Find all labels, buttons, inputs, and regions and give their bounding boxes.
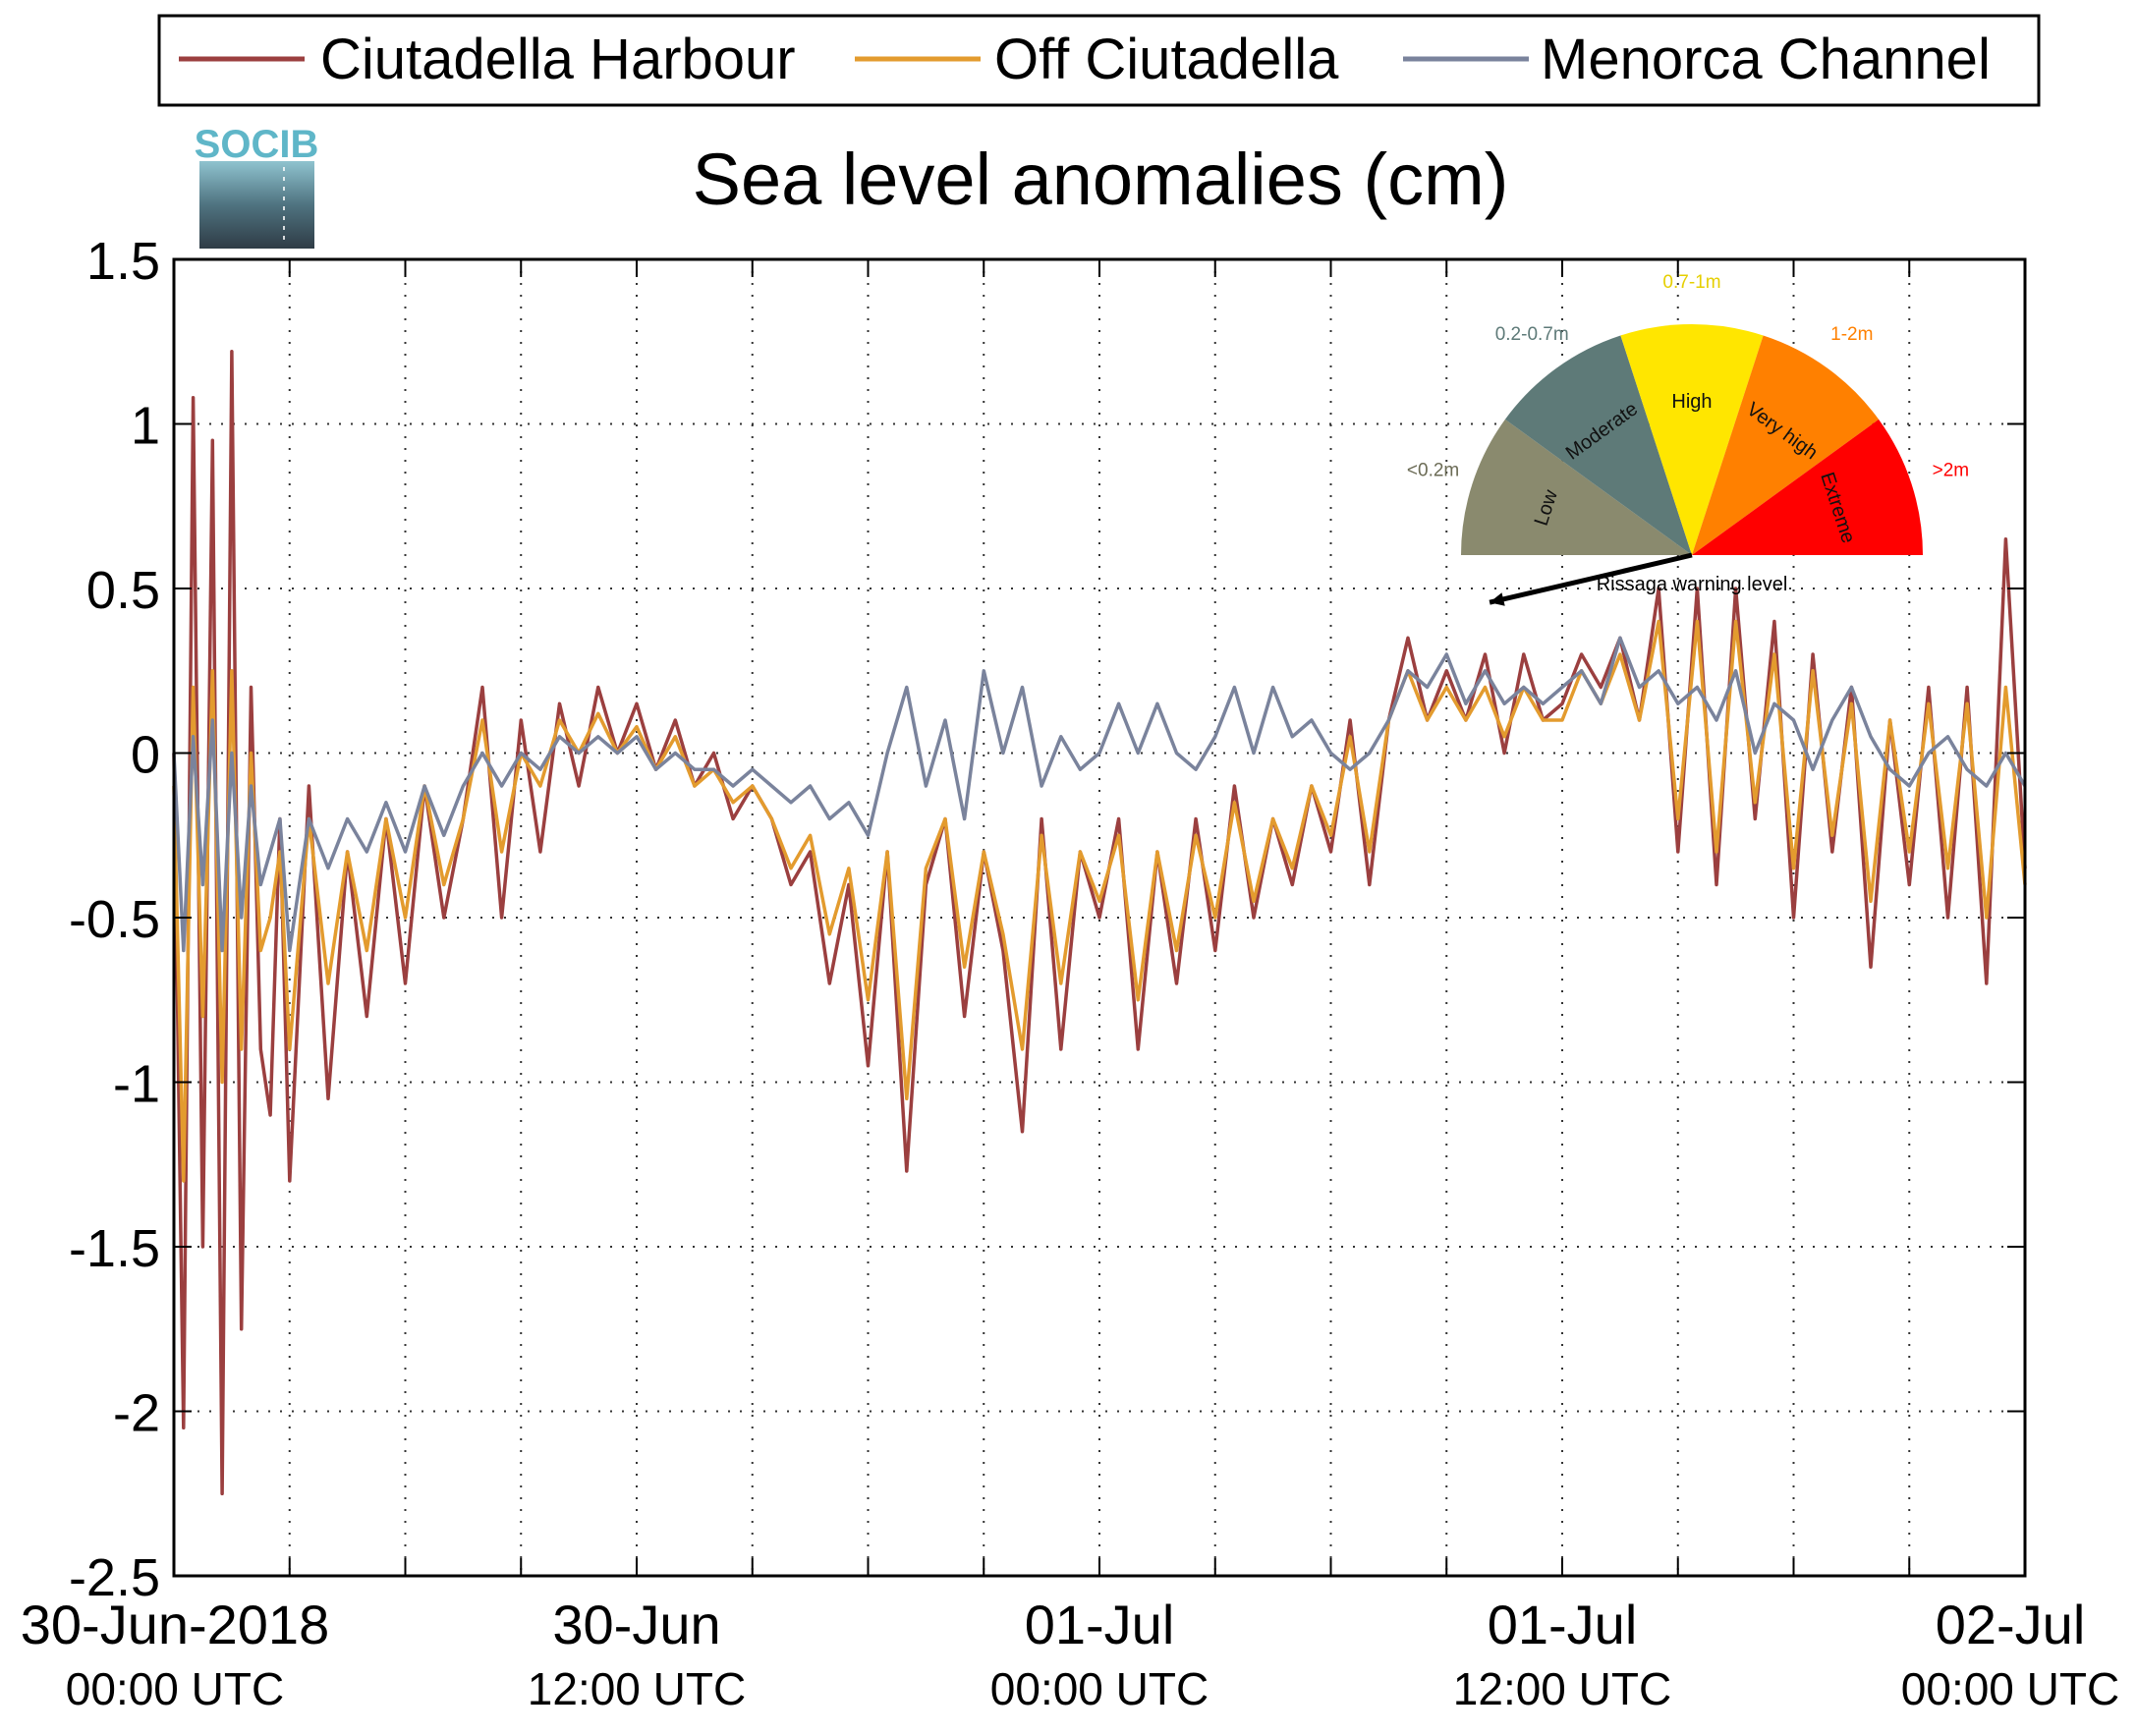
x-tick-sublabel: 00:00 UTC	[66, 1663, 284, 1714]
chart-title: Sea level anomalies (cm)	[693, 139, 1509, 220]
gauge-range-label: >2m	[1933, 460, 1970, 480]
gauge-segment-very-high	[1692, 335, 1880, 555]
gauge-range-label: 1-2m	[1830, 324, 1873, 345]
y-tick-label: -2.5	[69, 1548, 160, 1607]
x-tick-label: 01-Jul	[1025, 1594, 1175, 1655]
y-tick-label: -2	[113, 1384, 160, 1443]
gauge-needle-head	[1490, 592, 1505, 606]
series-line-menorca-channel	[172, 636, 2027, 953]
x-tick-sublabel: 12:00 UTC	[1453, 1663, 1671, 1714]
gauge-range-label: 0.7-1m	[1662, 272, 1720, 293]
x-tick-sublabel: 12:00 UTC	[528, 1663, 746, 1714]
legend-label-ciutadella-harbour: Ciutadella Harbour	[320, 28, 796, 91]
x-tick-label: 30-Jun	[552, 1594, 720, 1655]
logo-text: SOCIB	[195, 123, 319, 166]
y-tick-label: 0.5	[86, 561, 160, 620]
gauge-segment-label: High	[1671, 391, 1712, 413]
legend-label-menorca-channel: Menorca Channel	[1541, 28, 1991, 91]
x-tick-label: 30-Jun-2018	[21, 1594, 329, 1655]
plot-frame	[172, 257, 2027, 1578]
gauge-segment-extreme	[1692, 419, 1923, 555]
gauge-range-label: <0.2m	[1407, 460, 1459, 480]
y-tick-label: -0.5	[69, 890, 160, 949]
y-tick-label: 1.5	[86, 232, 160, 291]
series-layer	[172, 350, 2027, 1496]
gauge-needle	[1489, 552, 1693, 605]
y-tick-label: -1.5	[69, 1219, 160, 1278]
x-tick-sublabel: 00:00 UTC	[990, 1663, 1209, 1714]
gauge-segment-low	[1461, 419, 1692, 555]
x-tick-label: 01-Jul	[1488, 1594, 1638, 1655]
y-tick-label: 0	[131, 726, 160, 785]
grid	[174, 259, 2025, 1576]
gauge-caption: Rissaga warning level	[1597, 574, 1788, 595]
gauge-range-label: 0.2-0.7m	[1495, 324, 1569, 345]
ticks	[174, 258, 2025, 1577]
legend-label-off-ciutadella: Off Ciutadella	[994, 28, 1339, 91]
y-tick-label: -1	[113, 1055, 160, 1114]
x-tick-sublabel: 00:00 UTC	[1901, 1663, 2119, 1714]
gauge-segment-high	[1620, 324, 1764, 555]
socib-logo: SOCIB	[195, 123, 319, 249]
x-tick-labels: 30-Jun-2018 00:00 UTC 30-Jun 12:00 UTC 01-Ju…	[21, 1594, 2119, 1714]
series-line-off-ciutadella	[172, 619, 2027, 1183]
legend: Ciutadella Harbour Off Ciutadella Menorc…	[157, 14, 2041, 107]
y-tick-label: 1	[131, 397, 160, 456]
legend-box	[157, 14, 2041, 107]
gauge-segment-moderate	[1504, 335, 1692, 555]
x-tick-label: 02-Jul	[1936, 1594, 2086, 1655]
y-tick-labels: 1.5 1 0.5 0 -0.5 -1 -1.5 -2 -2.5	[69, 232, 160, 1607]
